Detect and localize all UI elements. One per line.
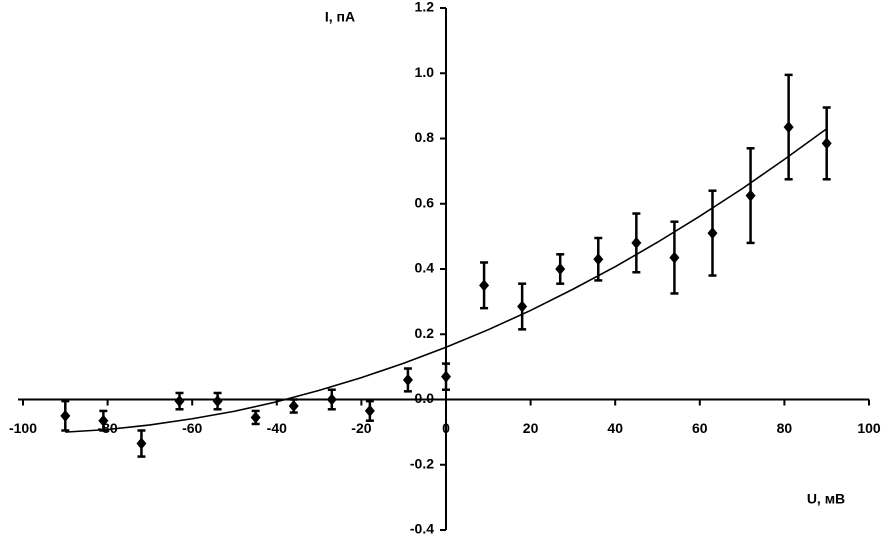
x-tick-label: -20 (351, 420, 371, 436)
point (98, 414, 109, 427)
point (288, 400, 299, 413)
y-tick-label: 1.0 (415, 64, 435, 80)
point (593, 253, 604, 266)
y-tick-label: 0.8 (415, 129, 435, 145)
y-tick-label: 0.6 (415, 194, 435, 210)
y-tick-label: -0.4 (410, 521, 434, 537)
point (441, 370, 451, 383)
point (60, 409, 71, 422)
y-tick-label: 0.0 (415, 390, 435, 406)
x-tick-label: 20 (523, 420, 539, 436)
point (707, 227, 718, 240)
y-axis-label: I, пА (325, 9, 355, 25)
point (174, 395, 185, 408)
point (364, 404, 375, 417)
point (326, 393, 337, 406)
x-tick-label: 80 (777, 420, 793, 436)
y-tick-label: 0.4 (415, 260, 435, 276)
x-tick-label: 40 (607, 420, 623, 436)
point (402, 373, 413, 386)
x-tick-label: 60 (692, 420, 708, 436)
x-tick-label: -100 (9, 420, 37, 436)
y-tick-label: -0.2 (410, 455, 434, 471)
x-tick-label: 100 (857, 420, 881, 436)
y-tick-label: 1.2 (415, 0, 435, 15)
point (136, 437, 147, 450)
y-tick-label: 0.2 (415, 325, 435, 341)
point (517, 300, 528, 313)
point (212, 395, 223, 408)
point (250, 411, 261, 424)
point (555, 263, 566, 275)
point (745, 189, 756, 202)
x-tick-label: -40 (267, 420, 287, 436)
x-tick-label: -60 (182, 420, 202, 436)
x-tick-label: 0 (442, 420, 450, 436)
point (783, 121, 794, 134)
point (821, 137, 832, 150)
point (631, 236, 642, 249)
point (479, 279, 490, 292)
point (669, 251, 680, 264)
x-axis-label: U, мВ (807, 491, 845, 507)
fit-curve (65, 128, 828, 433)
